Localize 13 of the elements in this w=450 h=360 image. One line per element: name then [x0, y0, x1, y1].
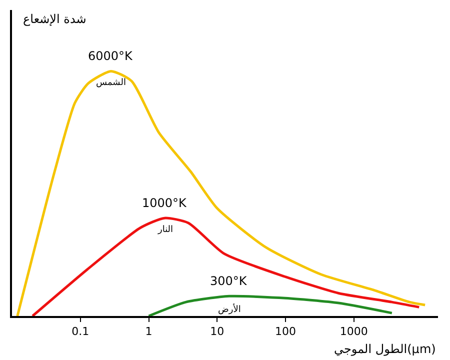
x-axis-title: الطول الموجي(μm)	[334, 342, 436, 356]
series-label: 300°K	[210, 274, 248, 288]
annotation: الأرض	[218, 303, 241, 315]
x-tick-label: 100	[275, 325, 296, 338]
x-tick-label: 0.1	[72, 325, 90, 338]
series-label: 6000°K	[88, 49, 134, 63]
y-axis-title: شدة الإشعاع	[23, 12, 86, 26]
series-label: 1000°K	[142, 196, 188, 210]
annotation: الشمس	[96, 78, 126, 88]
x-tick-label: 1	[145, 325, 152, 338]
annotation: النار	[157, 225, 174, 235]
x-tick-label: 1000	[340, 325, 368, 338]
x-tick-label: 10	[210, 325, 224, 338]
